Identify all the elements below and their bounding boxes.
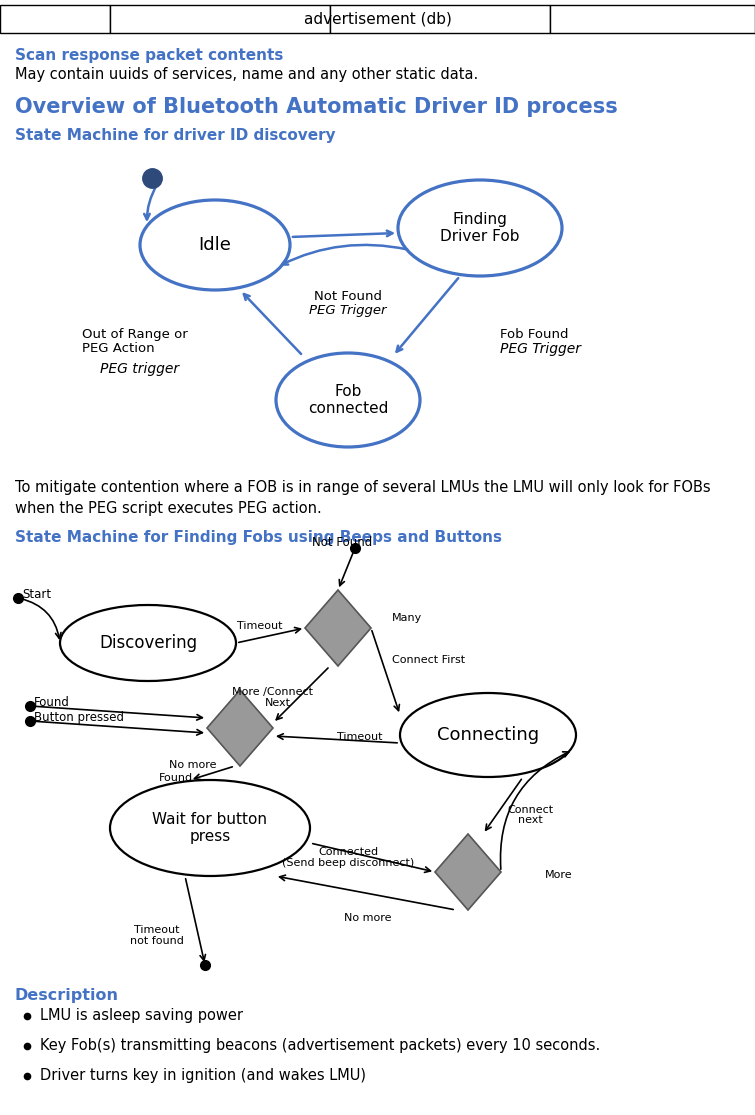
Text: Button pressed: Button pressed — [34, 711, 124, 725]
Text: PEG Trigger: PEG Trigger — [500, 342, 581, 356]
Bar — [550, 4, 755, 33]
Text: State Machine for driver ID discovery: State Machine for driver ID discovery — [15, 128, 336, 143]
Text: Fob
connected: Fob connected — [308, 384, 388, 416]
Text: State Machine for Finding Fobs using Beeps and Buttons: State Machine for Finding Fobs using Bee… — [15, 530, 502, 545]
Text: Finding
Driver Fob: Finding Driver Fob — [440, 212, 519, 244]
Bar — [0, 4, 110, 33]
Text: Found: Found — [34, 697, 70, 709]
Text: Description: Description — [15, 988, 119, 1004]
Text: Not Found: Not Found — [314, 290, 382, 303]
Text: next: next — [518, 815, 542, 825]
Text: Overview of Bluetooth Automatic Driver ID process: Overview of Bluetooth Automatic Driver I… — [15, 97, 618, 117]
Polygon shape — [435, 834, 501, 910]
Text: Scan response packet contents: Scan response packet contents — [15, 48, 283, 64]
Text: Connecting: Connecting — [437, 726, 539, 744]
Text: Fob Found: Fob Found — [500, 328, 569, 341]
Text: Out of Range or: Out of Range or — [82, 328, 188, 341]
Text: Timeout: Timeout — [337, 733, 383, 741]
Bar — [110, 4, 330, 33]
Ellipse shape — [398, 180, 562, 277]
Text: Timeout: Timeout — [237, 621, 283, 631]
Text: (Send beep disconnect): (Send beep disconnect) — [282, 859, 414, 867]
Text: LMU is asleep saving power: LMU is asleep saving power — [40, 1008, 243, 1022]
Text: Discovering: Discovering — [99, 634, 197, 652]
Text: Connected: Connected — [318, 847, 378, 857]
Text: Idle: Idle — [199, 236, 232, 254]
Bar — [330, 4, 550, 33]
Ellipse shape — [400, 694, 576, 777]
Text: Not Found: Not Found — [312, 536, 372, 550]
Text: More: More — [545, 870, 572, 880]
Text: No more: No more — [344, 913, 392, 923]
Text: PEG Trigger: PEG Trigger — [310, 304, 387, 317]
Text: Connect: Connect — [507, 805, 553, 815]
Ellipse shape — [140, 200, 290, 290]
Text: Wait for button
press: Wait for button press — [153, 812, 267, 844]
Text: Connect First: Connect First — [392, 655, 465, 665]
Text: advertisement (db): advertisement (db) — [304, 11, 452, 27]
Text: Found: Found — [159, 773, 193, 783]
Text: Next: Next — [265, 698, 291, 708]
Text: not found: not found — [130, 935, 184, 946]
Text: No more: No more — [169, 760, 217, 770]
Ellipse shape — [60, 605, 236, 681]
Text: PEG Action: PEG Action — [82, 342, 155, 355]
Text: Driver turns key in ignition (and wakes LMU): Driver turns key in ignition (and wakes … — [40, 1068, 366, 1083]
Text: To mitigate contention where a FOB is in range of several LMUs the LMU will only: To mitigate contention where a FOB is in… — [15, 479, 710, 516]
Text: More /Connect: More /Connect — [232, 687, 313, 697]
Polygon shape — [305, 590, 371, 666]
Text: Many: Many — [392, 613, 422, 623]
Ellipse shape — [276, 353, 420, 447]
Text: Start: Start — [22, 588, 51, 601]
Text: PEG trigger: PEG trigger — [100, 362, 179, 376]
Text: May contain uuids of services, name and any other static data.: May contain uuids of services, name and … — [15, 67, 478, 83]
Text: Timeout: Timeout — [134, 925, 180, 935]
Text: Key Fob(s) transmitting beacons (advertisement packets) every 10 seconds.: Key Fob(s) transmitting beacons (adverti… — [40, 1038, 600, 1053]
Ellipse shape — [110, 780, 310, 876]
Polygon shape — [207, 690, 273, 766]
